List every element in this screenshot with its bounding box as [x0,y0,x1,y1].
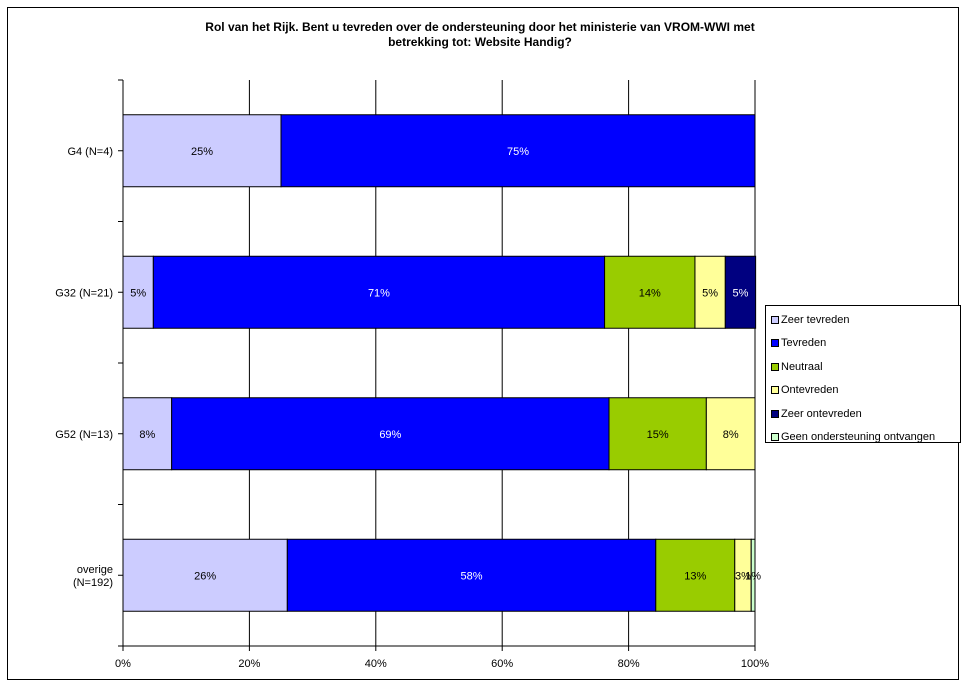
category-label: G32 (N=21) [55,287,113,299]
chart-title-line: Rol van het Rijk. Bent u tevreden over d… [205,20,755,34]
x-tick-label: 100% [741,658,769,670]
legend-item: Zeer tevreden [771,308,960,332]
legend-label: Geen ondersteuning ontvangen [781,431,936,444]
data-label: 8% [723,429,739,441]
data-label: 13% [684,570,706,582]
legend-label: Ontevreden [781,384,839,397]
data-label: 26% [194,570,216,582]
data-label: 15% [647,429,669,441]
legend-swatch [771,315,779,324]
legend-item: Tevreden [771,332,960,356]
bar-segment [694,255,726,329]
chart-title: Rol van het Rijk. Bent u tevreden over d… [60,20,900,50]
bar-segment [122,538,288,612]
legend-swatch [771,362,779,371]
x-tick-label: 20% [238,658,260,670]
legend-item: Zeer ontevreden [771,402,960,426]
legend-label: Zeer ontevreden [781,407,862,420]
chart-legend: Zeer tevreden Tevreden Neutraal Ontevreden Z… [765,305,961,443]
data-label: 58% [461,570,483,582]
legend-label: Neutraal [781,360,823,373]
legend-item: Ontevreden [771,379,960,403]
data-label: 3% [735,570,751,582]
bar-segment [655,538,736,612]
data-label: 75% [507,146,529,158]
x-tick-label: 60% [491,658,513,670]
x-tick-label: 0% [115,658,131,670]
x-tick-label: 40% [365,658,387,670]
data-label: 1% [745,570,761,582]
category-label: G52 (N=13) [55,429,113,441]
bar-segment [286,538,657,612]
data-label: 71% [368,287,390,299]
data-label: 5% [702,287,718,299]
legend-swatch [771,339,779,348]
data-label: 5% [130,287,146,299]
legend-label: Zeer tevreden [781,313,850,326]
chart-title-line: betrekking tot: Website Handig? [388,35,572,49]
bar-segment [152,255,606,329]
legend-swatch [771,409,779,418]
bar-segment [122,114,282,188]
legend-item: Geen ondersteuning ontvangen [771,426,960,450]
data-label: 69% [379,429,401,441]
bar-segment [171,397,610,471]
bar-segment [122,397,173,471]
bar-segment [280,114,756,188]
category-label: (N=192) [73,577,113,589]
legend-label: Tevreden [781,337,827,350]
data-label: 14% [639,287,661,299]
bar-segment [750,538,756,612]
bar-segment [724,255,757,329]
bar-segment [604,255,696,329]
legend-swatch [771,386,779,395]
data-label: 5% [733,287,749,299]
legend-item: Neutraal [771,355,960,379]
data-label: 25% [191,146,213,158]
category-label: overige [77,564,113,576]
bar-segment [608,397,707,471]
bar-segment [705,397,756,471]
data-label: 8% [139,429,155,441]
x-tick-label: 80% [618,658,640,670]
legend-swatch [771,433,779,442]
category-label: G4 (N=4) [67,146,113,158]
